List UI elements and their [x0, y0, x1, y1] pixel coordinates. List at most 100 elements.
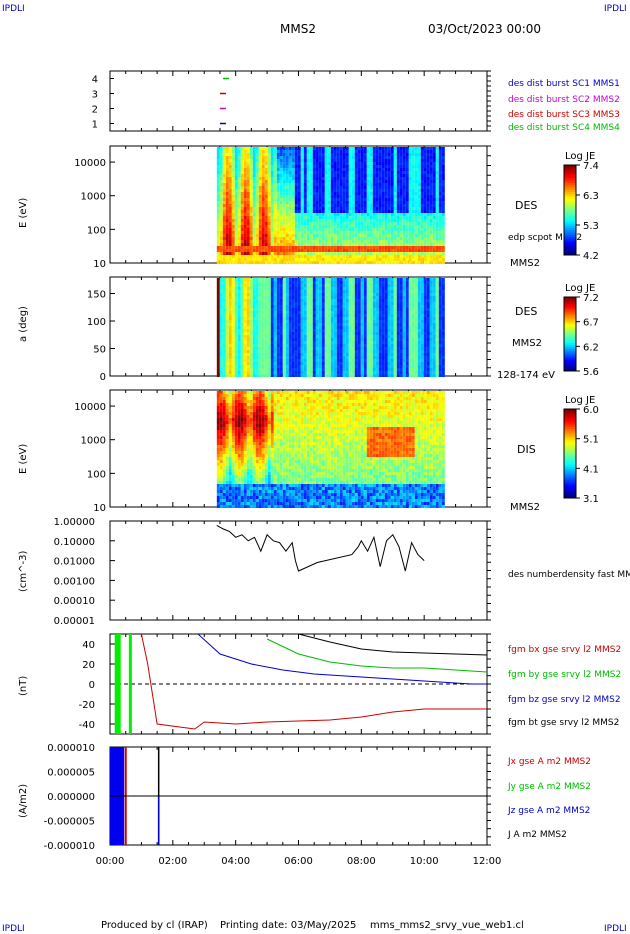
burst-tick-label: 2	[92, 105, 98, 116]
des-energy-tick-label: 10	[93, 259, 106, 270]
current-tick-label: 0.000000	[47, 792, 95, 803]
current-tick-label: 0.000010	[47, 743, 95, 754]
dis-energy-colorbar	[564, 409, 576, 499]
time-tick-label: 12:00	[473, 856, 502, 867]
des-pitch-spacecraft: MMS2	[512, 338, 542, 349]
bfield-early-by-block	[114, 634, 121, 734]
current-legend-jy: Jy gse A m2 MMS2	[508, 782, 591, 792]
burst-panel-frame	[109, 70, 488, 132]
colorbar-tick-label: 7.4	[583, 161, 599, 172]
produced-by: Produced by cl (IRAP)	[101, 920, 208, 931]
bfield-series-line	[197, 633, 487, 685]
density-tick-label: 0.00010	[54, 596, 95, 607]
bfield-tick-label: 0	[89, 680, 95, 691]
bfield-tick-label: -20	[79, 700, 95, 711]
colorbar-tick-label: 5.6	[583, 367, 599, 378]
density-series-line	[216, 524, 425, 572]
colorbar-tick-label: 3.1	[583, 494, 599, 505]
colorbar-tick-label: 4.1	[583, 464, 599, 475]
file-name: mms_mms2_srvy_vue_web1.cl	[370, 920, 524, 931]
dis-energy-species: DIS	[517, 443, 536, 456]
current-tick-label: -0.000010	[44, 841, 95, 852]
density-legend: des numberdensity fast MMS2	[508, 570, 630, 580]
current-legend-jx: Jx gse A m2 MMS2	[508, 757, 591, 767]
bfield-tick-label: -40	[79, 720, 95, 731]
dis-energy-tick-label: 10000	[74, 402, 106, 413]
corner-label-left-top: IPDLI	[2, 4, 25, 14]
burst-legend-mms3: des dist burst SC3 MMS3	[508, 110, 620, 120]
des-energy-overlay-label: edp scpot MMS2	[508, 233, 583, 243]
des-energy-tick-label: 1000	[81, 192, 106, 203]
dis-energy-colorbar-title: Log JE	[565, 395, 596, 406]
colorbar-border	[563, 164, 577, 256]
bfield-legend-by: fgm by gse srvy l2 MMS2	[508, 670, 622, 680]
burst-legend-mms2: des dist burst SC2 MMS2	[508, 95, 620, 105]
colorbar-tick-label: 6.2	[583, 342, 599, 353]
date-time: 03/Oct/2023 00:00	[428, 22, 542, 36]
time-tick-label: 08:00	[347, 856, 376, 867]
dis-energy-spacecraft: MMS2	[510, 502, 540, 513]
corner-label-right-top: IPDLI	[604, 4, 627, 14]
colorbar-tick-label: 4.2	[583, 251, 599, 262]
bfield-tick-label: 20	[82, 660, 95, 671]
bfield-early-by-block	[128, 634, 132, 734]
des-pitch-colorbar-title: Log JE	[565, 283, 596, 294]
burst-tick-label: 1	[92, 120, 98, 131]
density-tick-label: 0.10000	[54, 537, 95, 548]
corner-label-right-bottom: IPDLI	[604, 924, 627, 934]
des-pitch-tick-label: 0	[100, 372, 106, 383]
time-tick-label: 00:00	[96, 856, 125, 867]
printing-date: Printing date: 03/May/2025	[220, 920, 357, 931]
bfield-legend-bx: fgm bx gse srvy l2 MMS2	[508, 645, 622, 655]
des-pitch-energy-range: 128-174 eV	[497, 370, 555, 381]
time-tick-label: 02:00	[158, 856, 187, 867]
burst-legend-mms1: des dist burst SC1 MMS1	[508, 79, 620, 89]
des-energy-species: DES	[515, 199, 538, 212]
density-tick-label: 1.00000	[54, 517, 95, 528]
des-pitch-tick-label: 150	[87, 290, 106, 301]
dis-energy-tick-label: 1000	[81, 436, 106, 447]
colorbar-border	[563, 296, 577, 372]
colorbar-tick-label: 7.2	[583, 293, 599, 304]
burst-legend-mms4: des dist burst SC4 MMS4	[508, 123, 620, 133]
colorbar-tick-label: 5.3	[583, 221, 599, 232]
des-pitch-species: DES	[515, 305, 538, 318]
des-energy-spacecraft: MMS2	[510, 258, 540, 269]
burst-tick-label: 3	[92, 90, 98, 101]
spacecraft-title: MMS2	[280, 22, 316, 36]
current-tick-label: 0.000005	[47, 768, 95, 779]
bfield-legend-bt: fgm bt gse srvy l2 MMS2	[508, 718, 620, 728]
dis-energy-spectrogram	[216, 391, 445, 508]
bfield-series-line	[140, 633, 487, 730]
burst-tick-label: 4	[92, 75, 98, 86]
time-tick-label: 04:00	[221, 856, 250, 867]
time-tick-label: 06:00	[284, 856, 313, 867]
current-tick-label: -0.000005	[44, 817, 95, 828]
density-tick-label: 0.01000	[54, 557, 95, 568]
des-energy-tick-label: 100	[87, 225, 106, 236]
colorbar-tick-label: 6.0	[583, 405, 599, 416]
des-energy-colorbar	[564, 165, 576, 256]
current-legend-jz: Jz gse A m2 MMS2	[508, 806, 591, 816]
bfield-tick-label: 40	[82, 640, 95, 651]
dis-energy-tick-label: 100	[87, 469, 106, 480]
bfield-legend-bz: fgm bz gse srvy l2 MMS2	[508, 695, 621, 705]
bfield-series-line	[298, 633, 488, 656]
des-pitch-tick-label: 100	[87, 317, 106, 328]
des-pitch-colorbar	[564, 297, 576, 372]
des-energy-spectrogram	[216, 147, 445, 264]
time-tick-label: 10:00	[410, 856, 439, 867]
density-tick-label: 0.00001	[54, 616, 95, 627]
colorbar-border	[563, 408, 577, 499]
colorbar-tick-label: 6.7	[583, 318, 599, 329]
bfield-series-line	[266, 638, 488, 673]
des-pitch-tick-label: 50	[93, 345, 106, 356]
colorbar-tick-label: 6.3	[583, 191, 599, 202]
des-energy-tick-label: 10000	[74, 158, 106, 169]
corner-label-left-bottom: IPDLI	[2, 924, 25, 934]
des-pitch-spectrogram	[216, 278, 445, 377]
colorbar-tick-label: 5.1	[583, 435, 599, 446]
des-energy-colorbar-title: Log JE	[565, 151, 596, 162]
dis-energy-tick-label: 10	[93, 503, 106, 514]
